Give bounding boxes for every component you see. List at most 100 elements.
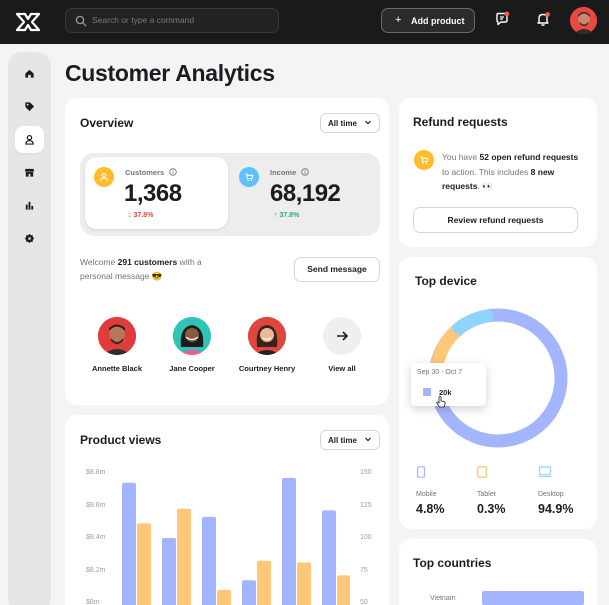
tooltip-swatch [423, 388, 431, 396]
sidebar [8, 52, 51, 605]
store-icon [24, 168, 35, 177]
bar-series-1[interactable] [282, 477, 296, 605]
page-title: Customer Analytics [65, 60, 275, 86]
sidebar-item-products[interactable] [15, 93, 44, 120]
country-bar [482, 591, 584, 605]
view-all-label: View all [328, 364, 356, 373]
info-icon[interactable] [169, 168, 177, 176]
product-views-title: Product views [80, 433, 162, 447]
sidebar-item-promote[interactable] [15, 225, 44, 252]
device-legend-tablet: Tablet 0.3% [477, 465, 506, 516]
product-views-range-value: All time [328, 436, 357, 445]
device-name: Desktop [538, 491, 564, 498]
top-device-title: Top device [415, 274, 477, 288]
welcome-text-pre: Welcome [80, 257, 118, 267]
add-product-button[interactable]: + Add product [381, 8, 475, 33]
refund-new-count: 8 new requests [442, 166, 555, 192]
y-right-tick-label: 150 [360, 469, 372, 476]
welcome-count: 291 customers [117, 257, 178, 267]
sidebar-item-customers[interactable] [15, 126, 44, 153]
y-left-tick-label: $8.2m [86, 566, 106, 574]
sidebar-item-income[interactable] [15, 192, 44, 219]
sidebar-item-home[interactable] [15, 60, 44, 87]
y-left-tick-label: $8.4m [86, 534, 106, 541]
search-input[interactable]: Search or type a command [65, 8, 279, 33]
chat-icon[interactable] [494, 11, 510, 27]
user-icon [100, 173, 108, 182]
customer-jane-cooper[interactable]: Jane Cooper [157, 317, 227, 373]
user-avatar-image [570, 7, 597, 34]
refund-text-pre: You have [442, 152, 480, 162]
device-legend-desktop: Desktop 94.9% [538, 465, 573, 516]
info-icon[interactable] [301, 168, 309, 176]
refund-title: Refund requests [413, 115, 508, 129]
cart-icon [420, 156, 429, 164]
home-icon [25, 69, 34, 78]
bar-series-1[interactable] [122, 482, 136, 605]
refund-text-end: . 👀 [477, 181, 493, 191]
product-views-chart [122, 477, 350, 605]
device-percent: 4.8% [416, 502, 445, 516]
customers-delta: ↓ 37.8% [128, 212, 153, 219]
chart-tooltip: Sep 30 - Oct 7 20k [411, 363, 486, 406]
app-logo-icon[interactable] [15, 10, 41, 34]
device-name: Mobile [416, 491, 437, 498]
bar-series-1[interactable] [162, 538, 176, 605]
income-value: 68,192 [270, 180, 341, 207]
top-bar: Search or type a command + Add product [0, 0, 609, 44]
user-avatar[interactable] [570, 7, 597, 34]
y-right-tick-label: 75 [360, 566, 368, 574]
arrow-up-icon: ↑ [274, 212, 278, 219]
badge-icon [24, 233, 35, 244]
tablet-icon [477, 466, 487, 478]
country-name: Vietnam [430, 595, 456, 602]
overview-title: Overview [80, 116, 134, 130]
bar-series-2[interactable] [297, 562, 311, 605]
donut-segment-mobile[interactable] [452, 309, 494, 335]
review-refund-requests-button[interactable]: Review refund requests [413, 207, 578, 233]
refund-description: You have 52 open refund requests to acti… [442, 150, 582, 194]
refund-cart-icon [414, 150, 434, 170]
customers-value: 1,368 [124, 180, 182, 207]
y-left-tick-label: $8.8m [86, 469, 106, 476]
customer-courtney-henry[interactable]: Courtney Henry [232, 317, 302, 373]
desktop-icon [538, 466, 552, 478]
income-icon [239, 167, 259, 187]
user-icon [25, 134, 34, 145]
product-views-range-dropdown[interactable]: All time [320, 430, 380, 450]
search-placeholder: Search or type a command [92, 15, 195, 25]
device-legend-mobile: Mobile 4.8% [416, 465, 445, 516]
tooltip-value: 20k [439, 388, 452, 397]
bar-series-2[interactable] [177, 508, 191, 605]
customers-label: Customers [125, 168, 165, 177]
y-left-tick-label: $8m [86, 599, 100, 605]
bar-series-1[interactable] [202, 516, 216, 605]
income-label: Income [270, 168, 297, 177]
bar-series-2[interactable] [337, 575, 350, 605]
bar-series-2[interactable] [217, 590, 231, 605]
top-countries-title: Top countries [413, 556, 492, 570]
avatar [173, 317, 211, 355]
customer-name: Jane Cooper [169, 364, 215, 373]
customer-name: Courtney Henry [238, 364, 296, 373]
add-product-label: Add product [411, 16, 465, 26]
chevron-down-icon [365, 437, 371, 442]
overview-range-dropdown[interactable]: All time [320, 113, 380, 133]
bar-series-1[interactable] [322, 510, 336, 605]
sidebar-item-shop[interactable] [15, 159, 44, 186]
refund-text-mid: to action. This includes [442, 166, 531, 177]
customers-icon [94, 167, 114, 187]
cart-icon [245, 173, 254, 181]
income-delta-value: 37.8% [279, 212, 300, 219]
welcome-text-post: with a personal message 😎 [80, 257, 202, 281]
bar-series-2[interactable] [137, 523, 151, 605]
bar-series-1[interactable] [242, 580, 256, 605]
bar-chart-icon [25, 201, 34, 210]
view-all-customers[interactable]: View all [307, 317, 377, 373]
bell-icon[interactable] [535, 11, 551, 27]
bar-series-2[interactable] [257, 560, 271, 605]
send-message-button[interactable]: Send message [294, 257, 380, 282]
customer-annette-black[interactable]: Annette Black [82, 317, 152, 373]
arrow-right-icon [323, 317, 361, 355]
tag-icon [25, 102, 35, 112]
